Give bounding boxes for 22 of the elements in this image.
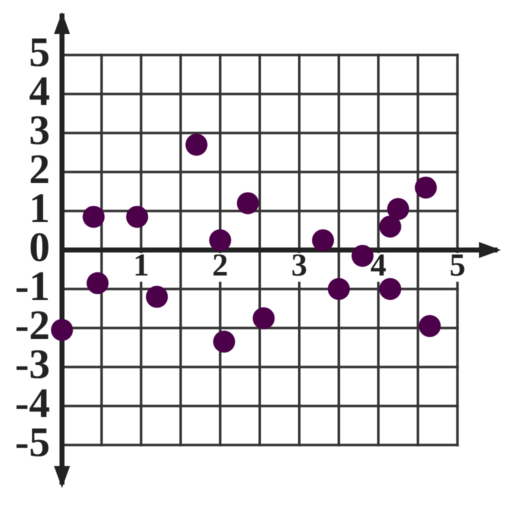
point [126, 206, 148, 228]
point [82, 206, 105, 228]
x-tick-label: 5 [449, 246, 466, 283]
point [213, 330, 236, 353]
point [379, 278, 402, 300]
point [252, 307, 275, 330]
point [328, 278, 350, 300]
point [146, 286, 168, 308]
x-tick-label: 2 [212, 246, 228, 283]
point [209, 229, 232, 252]
point [379, 216, 402, 238]
point [236, 192, 259, 214]
point [312, 229, 334, 252]
point [387, 198, 410, 220]
point [51, 318, 73, 341]
point [86, 272, 109, 294]
x-tick-label: 1 [133, 246, 150, 283]
point [418, 315, 441, 338]
point [414, 176, 437, 199]
x-tick-label: 4 [370, 246, 386, 283]
point [185, 134, 208, 156]
x-tick-label: 3 [291, 246, 308, 283]
